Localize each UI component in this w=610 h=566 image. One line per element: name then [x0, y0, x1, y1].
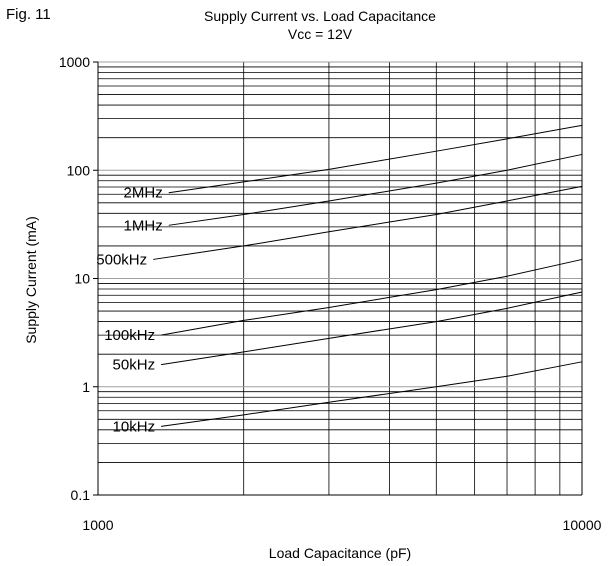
series-label: 1MHz [124, 217, 163, 234]
y-tick-label: 0.1 [71, 487, 91, 503]
y-tick-label: 100 [67, 162, 91, 178]
series-line [168, 124, 583, 194]
x-tick-label: 1000 [82, 517, 113, 533]
x-axis-label: Load Capacitance (pF) [269, 545, 411, 561]
series-label: 500kHz [96, 251, 147, 268]
series-label: 10kHz [113, 418, 156, 435]
series-line [153, 185, 583, 260]
y-tick-label: 1000 [59, 54, 90, 70]
y-tick-label: 10 [74, 271, 90, 287]
series-line [168, 153, 583, 226]
ticks: 0.1 1 10 100 1000 1000 10000 [59, 54, 602, 533]
figure-label: Fig. 11 [6, 6, 51, 23]
series-line [160, 258, 583, 336]
chart-subtitle: Vcc = 12V [287, 26, 353, 42]
series-label: 2MHz [124, 185, 163, 202]
series-label: 100kHz [104, 327, 155, 344]
chart-title: Supply Current vs. Load Capacitance [204, 8, 436, 24]
series-lines [153, 124, 583, 427]
series-line [161, 361, 583, 427]
y-tick-label: 1 [82, 379, 90, 395]
series-line [161, 291, 583, 366]
y-axis-label: Supply Current (mA) [23, 216, 39, 344]
x-tick-label: 10000 [563, 517, 602, 533]
series-label: 50kHz [113, 357, 156, 374]
series-labels: 2MHz 1MHz 500kHz 100kHz 50kHz 10kHz [96, 185, 162, 436]
